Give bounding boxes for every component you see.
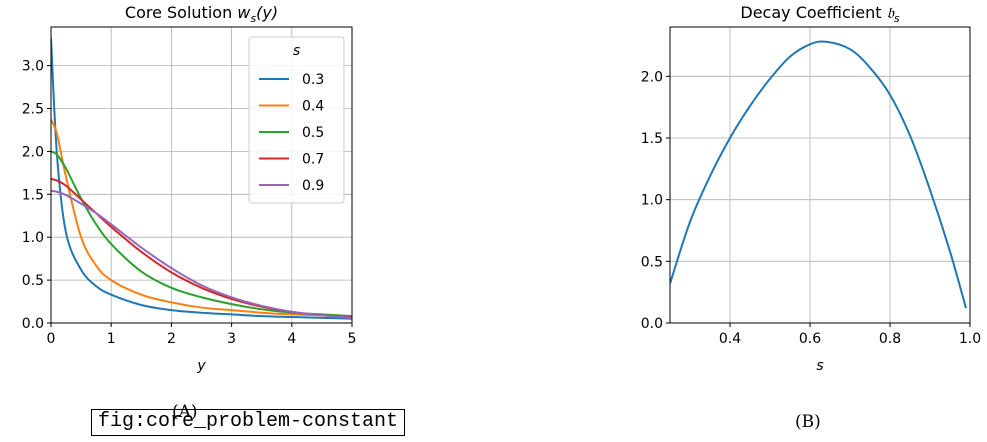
legend-label: 0.9 — [302, 178, 324, 194]
x-tick-label: 3 — [227, 331, 236, 347]
legend: s0.3 0.4 0.5 0.7 0.9 — [248, 36, 345, 204]
chart-core-solution: 0 1 2 3 4 5 0.0 0.5 1.0 1.5 2.0 2.5 3.0 y Core Solutio… — [22, 3, 357, 374]
axes-frame — [669, 26, 971, 324]
legend-box — [248, 36, 345, 204]
series-line-0.3 — [51, 38, 352, 320]
legend-label: 0.4 — [302, 99, 324, 115]
chart-title: Core Solution ws(y) — [125, 3, 278, 25]
legend-label: 0.3 — [302, 72, 324, 88]
series-line-b — [670, 40, 967, 309]
y-tick-label: 0.5 — [22, 273, 44, 289]
y-tick-label: 2.0 — [641, 69, 663, 85]
x-axis-label: y — [196, 358, 206, 374]
series-line-0.9 — [51, 189, 352, 319]
y-tick-label: 1.0 — [641, 193, 663, 209]
x-tick-label: 0 — [47, 331, 56, 347]
x-tick-label: 1.0 — [959, 331, 981, 347]
y-tick-label: 0.5 — [641, 254, 663, 270]
chart-title: Decay Coefficient 𝔟s — [740, 3, 899, 25]
x-tick-label: 5 — [348, 331, 357, 347]
x-tick-label: 2 — [167, 331, 176, 347]
legend-label: 0.5 — [302, 125, 324, 141]
caption-b: (B) — [795, 412, 821, 432]
caption-a: (A) — [172, 402, 198, 422]
x-tick-label: 0.6 — [799, 331, 821, 347]
y-tick-label: 2.0 — [22, 144, 44, 160]
x-axis-label: s — [816, 358, 823, 374]
legend-label: 0.7 — [302, 152, 324, 168]
y-tick-label: 3.0 — [22, 59, 44, 75]
legend-title: s — [293, 43, 300, 59]
y-tick-label: 1.5 — [641, 131, 663, 147]
figure-label: fig:core_problem-constant — [91, 409, 406, 436]
x-tick-label: 0.8 — [879, 331, 901, 347]
series-line-0.4 — [51, 119, 352, 318]
y-tick-label: 0.0 — [641, 316, 663, 332]
x-tick-label: 4 — [287, 331, 296, 347]
y-tick-label: 0.0 — [22, 316, 44, 332]
x-tick-label: 1 — [107, 331, 116, 347]
y-tick-label: 1.0 — [22, 230, 44, 246]
y-tick-label: 2.5 — [22, 102, 44, 118]
y-tick-label: 1.5 — [22, 187, 44, 203]
x-tick-label: 0.4 — [719, 331, 741, 347]
axes-frame — [50, 26, 353, 324]
chart-decay-coefficient: 0.4 0.6 0.8 1.0 0.0 0.5 1.0 1.5 2.0 s Decay Coeffi… — [641, 3, 981, 374]
